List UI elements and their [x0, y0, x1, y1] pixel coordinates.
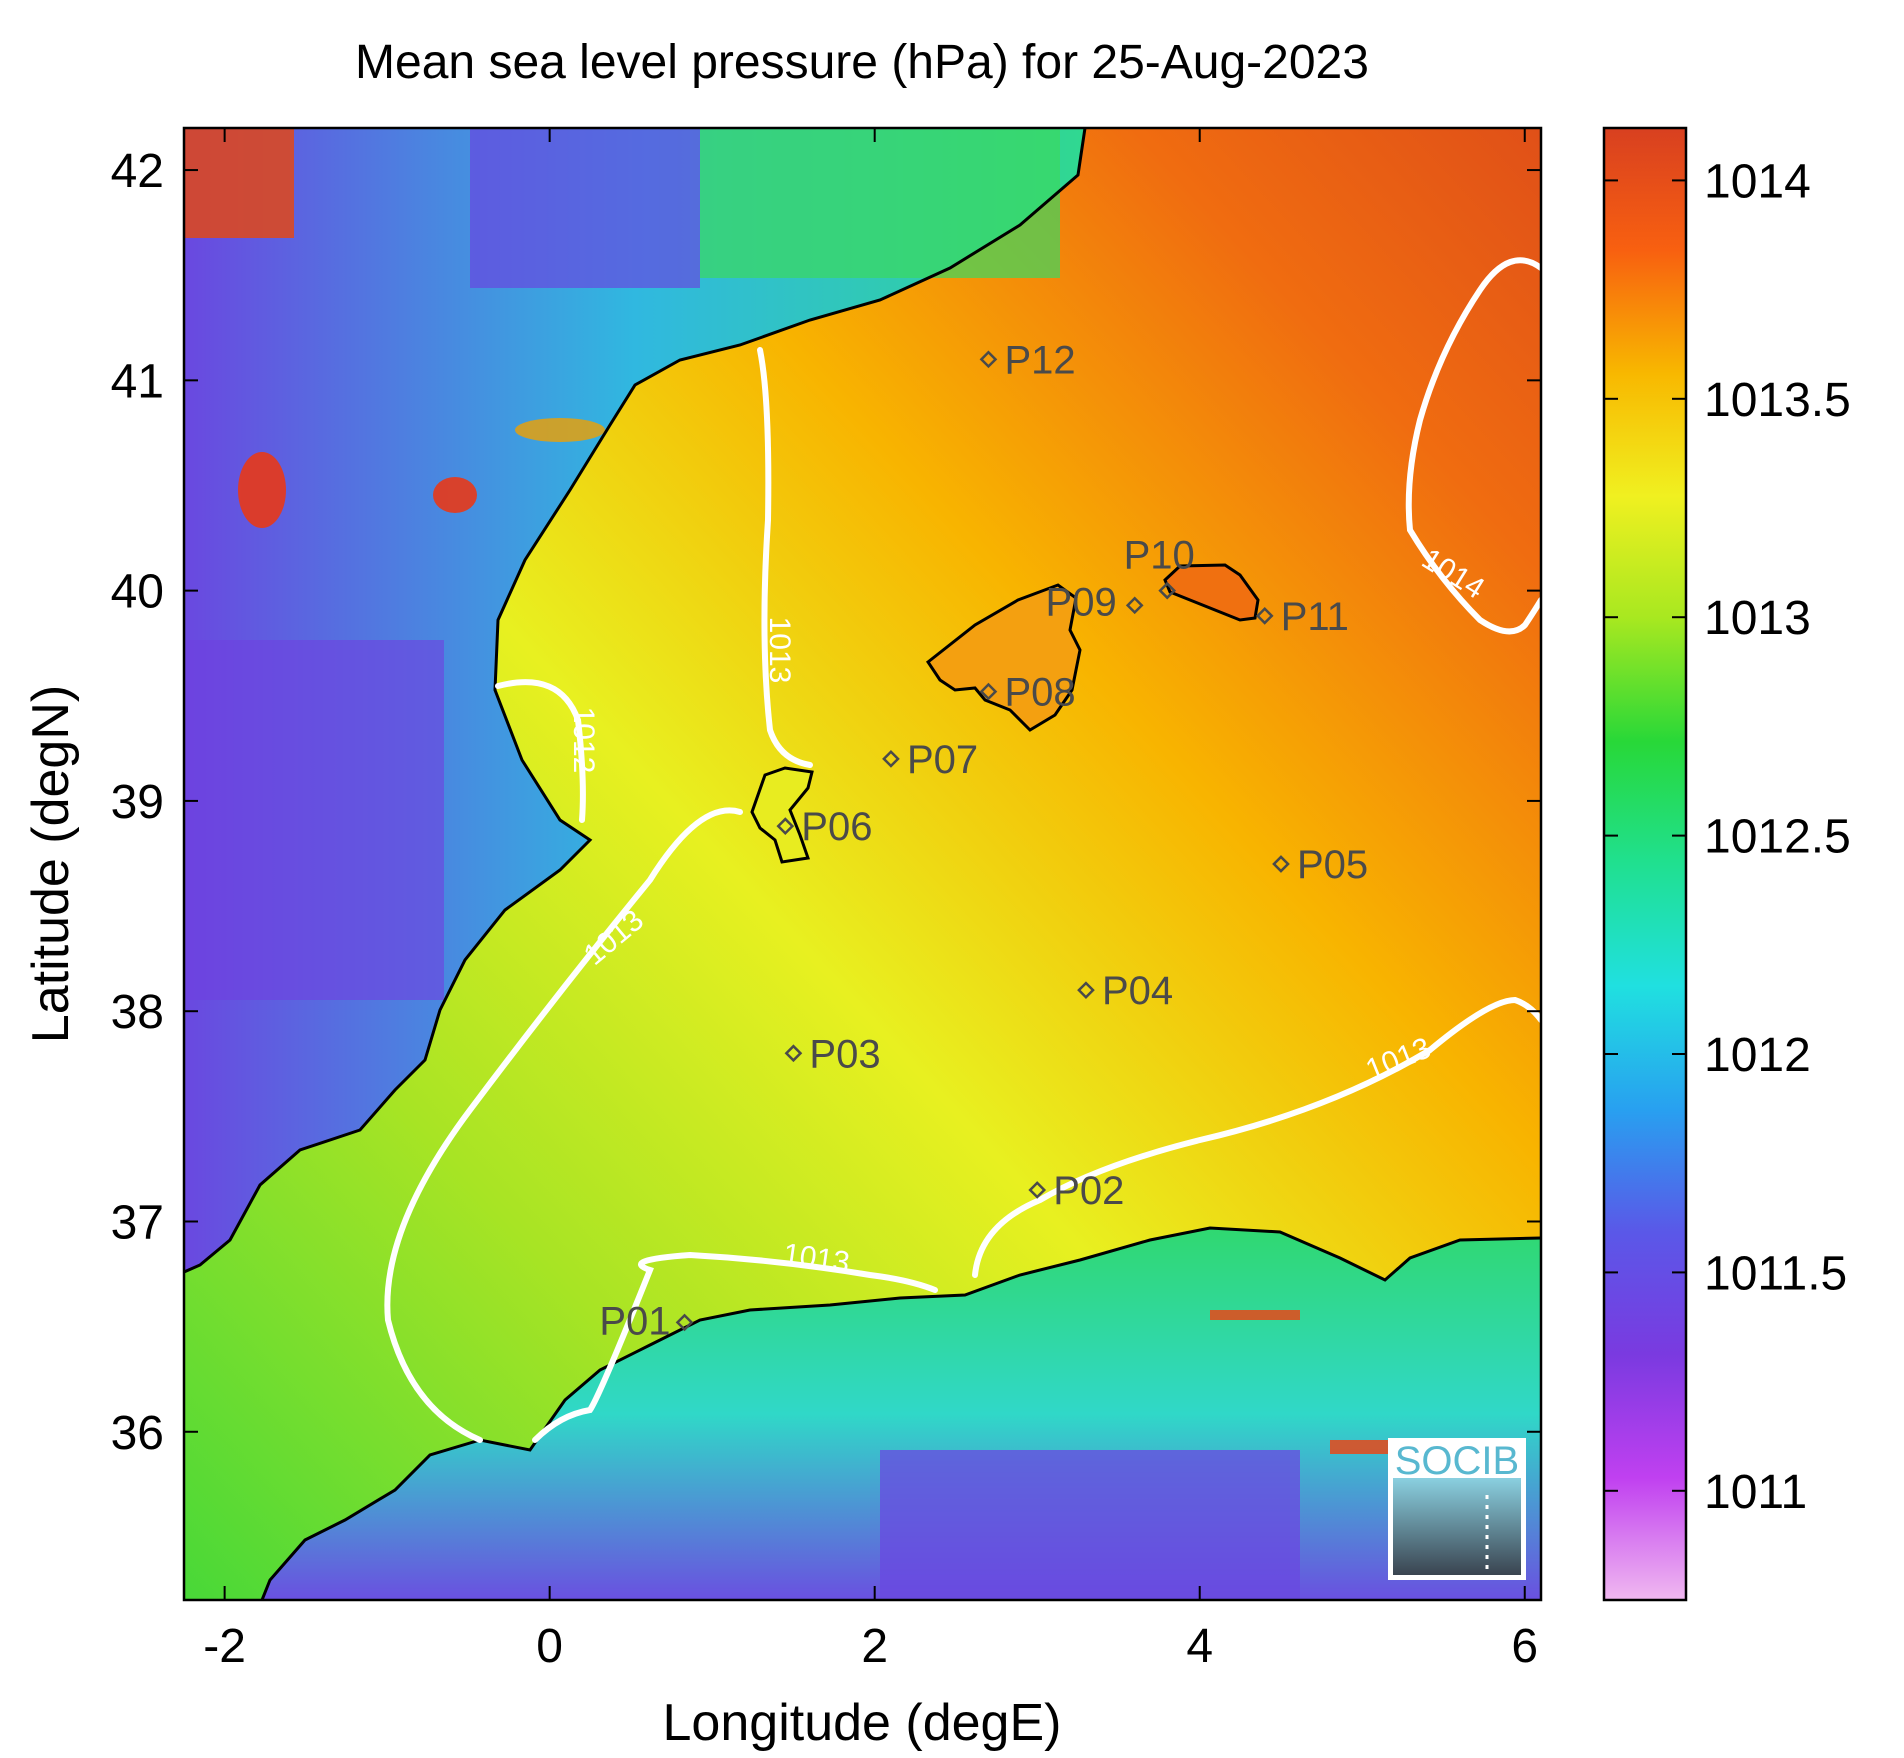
land-patch [433, 477, 477, 513]
colorbar-ticks: 1011 1011.5 1012 1012.5 1013 1013.5 1014 [1604, 155, 1851, 1519]
station-label: P11 [1281, 595, 1349, 639]
y-tick-label: 37 [111, 1196, 164, 1249]
land-patch [700, 128, 1060, 278]
contour-label: 1013 [763, 617, 796, 684]
y-tick-label: 40 [111, 566, 164, 619]
x-axis-label: Longitude (degE) [663, 1694, 1062, 1752]
station-marker [979, 682, 998, 701]
y-axis: 36 37 38 39 40 41 42 [111, 145, 1541, 1460]
colorbar-tick-label: 1012.5 [1704, 811, 1851, 864]
land-patch [238, 452, 286, 528]
station-label: P09 [1046, 580, 1117, 624]
colorbar [1602, 126, 1688, 1602]
x-tick-label: 2 [861, 1620, 888, 1673]
x-tick-label: 6 [1511, 1620, 1538, 1673]
station-label: P07 [907, 738, 978, 782]
island-menorca [1163, 563, 1260, 622]
station-marker [776, 817, 795, 835]
land-patch [1330, 1440, 1400, 1454]
y-tick-label: 38 [111, 986, 164, 1039]
isobar-1013-south [972, 996, 1541, 1278]
colorbar-tick-label: 1011.5 [1704, 1247, 1847, 1300]
station-label: P04 [1102, 969, 1173, 1013]
island-ibiza [750, 766, 814, 864]
contour-label: 1012 [567, 707, 600, 774]
land-patch [184, 640, 444, 1000]
land-patch [880, 1450, 1300, 1600]
land-patch [470, 128, 700, 288]
station-marker [1077, 981, 1095, 1000]
y-tick-label: 39 [111, 776, 164, 829]
colorbar-tick-label: 1013.5 [1704, 374, 1851, 427]
x-axis: -2 0 2 4 6 [203, 128, 1538, 1673]
x-tick-label: 0 [536, 1620, 563, 1673]
socib-logo: SOCIB [1388, 1438, 1526, 1580]
x-tick-label: -2 [203, 1620, 246, 1673]
y-tick-label: 36 [111, 1407, 164, 1460]
isobar-1014 [1405, 257, 1541, 635]
station-marker [784, 1044, 803, 1063]
station-label: P02 [1053, 1169, 1124, 1213]
station-label: P06 [801, 805, 872, 849]
station-marker [1255, 607, 1274, 625]
station-marker [675, 1313, 694, 1332]
station-label: P03 [809, 1032, 880, 1076]
station-label: P10 [1124, 534, 1195, 578]
station-label: P05 [1297, 843, 1368, 887]
map-panel: 1012 1013 1013 1013 1013 1014 P01P02P03P… [184, 128, 1541, 1600]
isobars [384, 257, 1541, 1443]
isobar-1013-north [757, 347, 813, 768]
colorbar-tick-label: 1014 [1704, 155, 1811, 208]
station-marker [1028, 1181, 1047, 1199]
coastline-africa [260, 1226, 1541, 1600]
island-mallorca [925, 583, 1082, 732]
map-frame [182, 126, 1543, 1602]
colorbar-tick-label: 1012 [1704, 1029, 1811, 1082]
station-marker [1125, 596, 1144, 615]
y-axis-label: Latitude (degN) [22, 685, 80, 1043]
station-marker [1272, 855, 1290, 873]
land-patch [515, 418, 605, 442]
isobar-1012 [495, 679, 586, 823]
isobar-1013-west [384, 807, 743, 1443]
station-marker [1158, 581, 1177, 600]
y-tick-label: 42 [111, 145, 164, 198]
station-label: P08 [1004, 671, 1075, 715]
station-marker [979, 350, 998, 369]
land-patch [1210, 1310, 1300, 1320]
isobar-1013-mid [532, 1251, 938, 1443]
colorbar-tick-label: 1011 [1704, 1466, 1807, 1519]
y-tick-label: 41 [111, 355, 164, 408]
station-label: P12 [1004, 338, 1075, 382]
coastline-iberia [184, 128, 1087, 1274]
land-patch [184, 128, 294, 238]
x-tick-label: 4 [1186, 1620, 1213, 1673]
station-marker [882, 750, 900, 768]
station-label: P01 [599, 1299, 670, 1343]
chart-title: Mean sea level pressure (hPa) for 25-Aug… [355, 36, 1369, 89]
logo-text: SOCIB [1395, 1439, 1519, 1483]
colorbar-tick-label: 1013 [1704, 592, 1811, 645]
